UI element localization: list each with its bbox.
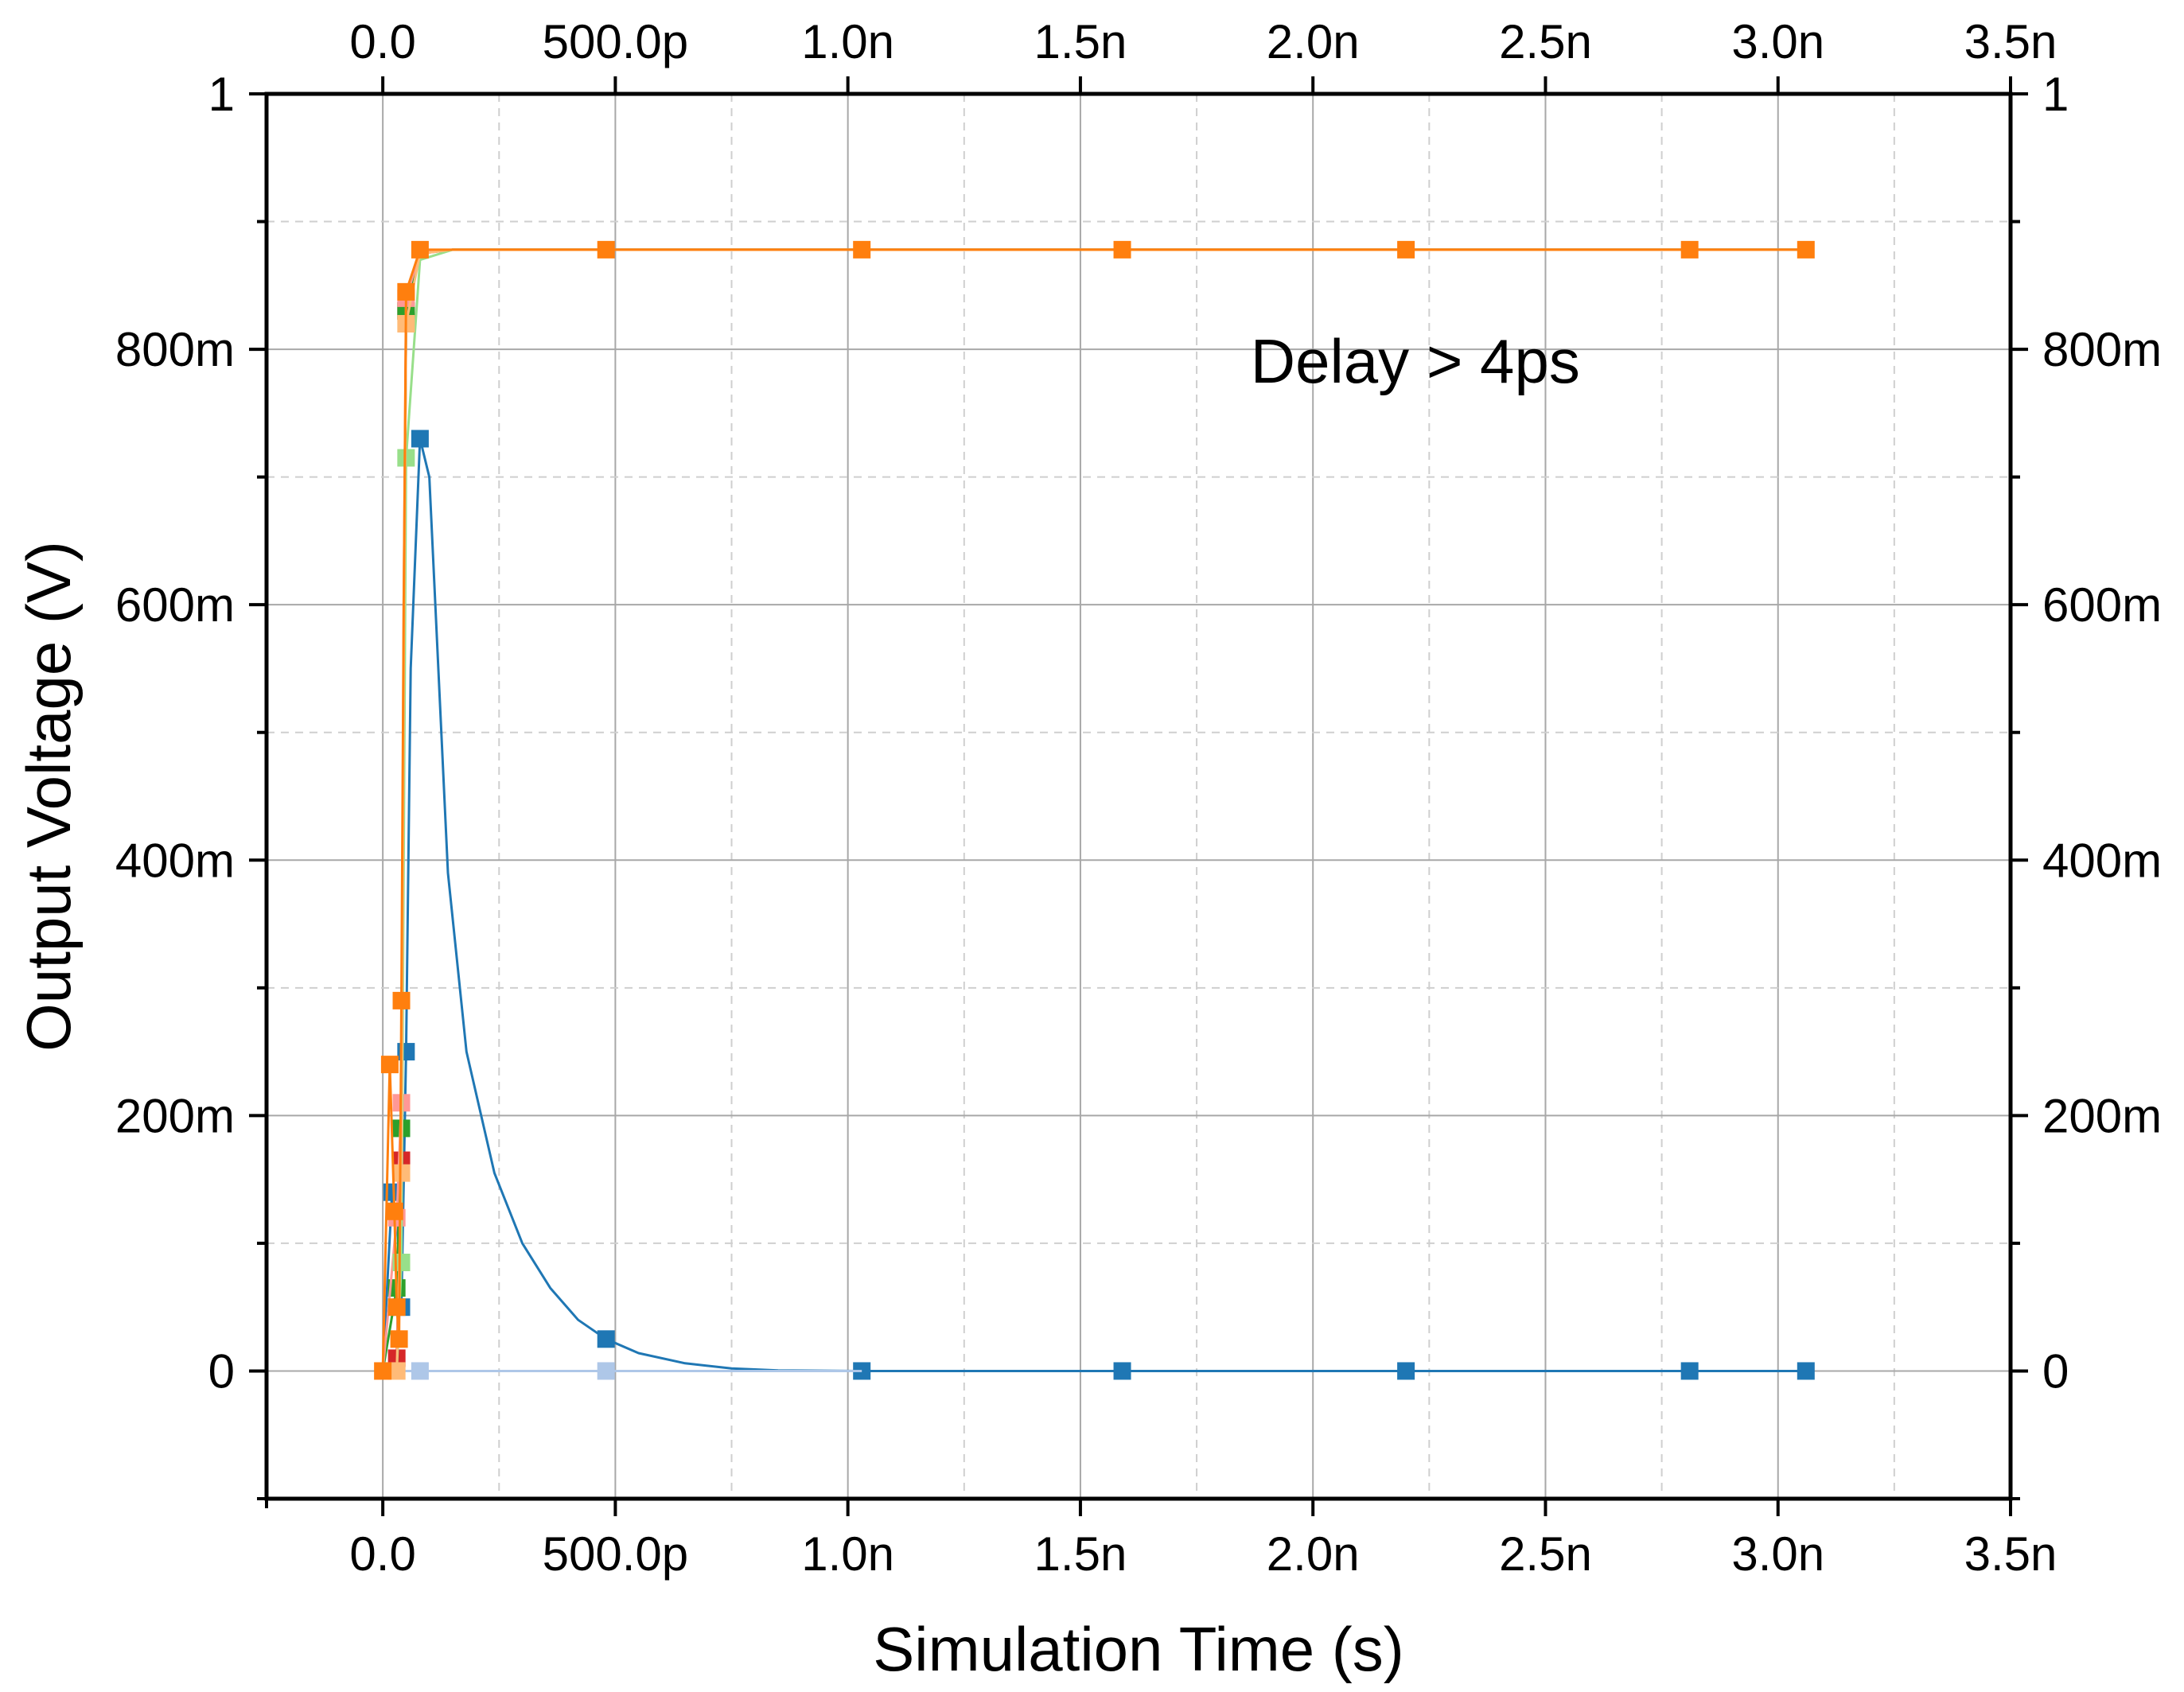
data-point [1113, 240, 1131, 259]
series-0 [381, 430, 1815, 1380]
x-tick-label-bottom: 0.0 [349, 1527, 415, 1581]
x-tick-label-top: 1.0n [801, 15, 894, 68]
data-point [1680, 1362, 1699, 1380]
data-point [1113, 1362, 1131, 1380]
data-point [392, 1253, 411, 1271]
data-point [1680, 240, 1699, 259]
series-line [382, 248, 1806, 1372]
y-tick-label-left: 400m [115, 834, 235, 887]
x-tick-label-bottom: 1.5n [1034, 1527, 1127, 1581]
plot-frame [264, 91, 2013, 1501]
y-tick-label-right: 800m [2042, 323, 2162, 376]
x-tick-label-bottom: 2.5n [1499, 1527, 1592, 1581]
axis-ticks [249, 76, 2028, 1516]
data-point [411, 430, 429, 448]
y-tick-label-right: 600m [2042, 578, 2162, 632]
series-line [381, 248, 1806, 1371]
data-point [1397, 1362, 1415, 1380]
series-line [381, 438, 1806, 1372]
data-point [853, 1362, 871, 1380]
data-point [597, 1330, 615, 1348]
x-tick-label-top: 2.5n [1499, 15, 1592, 68]
x-tick-label-bottom: 1.0n [801, 1527, 894, 1581]
y-tick-label-left: 200m [115, 1089, 235, 1142]
y-axis-title: Output Voltage (V) [14, 541, 84, 1052]
series-layer [374, 240, 1815, 1380]
series-line [381, 248, 1806, 1371]
x-tick-label-bottom: 3.5n [1964, 1527, 2057, 1581]
delay-annotation: Delay > 4ps [1251, 326, 1580, 396]
data-point [397, 282, 415, 301]
data-point [411, 240, 429, 259]
x-tick-label-top: 3.5n [1964, 15, 2057, 68]
data-point [390, 1330, 408, 1348]
y-tick-label-left: 800m [115, 323, 235, 376]
series-3 [381, 248, 1806, 1371]
x-axis-title: Simulation Time (s) [873, 1614, 1404, 1684]
data-point [1797, 240, 1815, 259]
y-tick-label-right: 200m [2042, 1089, 2162, 1142]
x-tick-label-bottom: 3.0n [1731, 1527, 1824, 1581]
series-1 [383, 1362, 862, 1380]
y-tick-label-left: 1 [208, 68, 235, 121]
x-tick-label-top: 2.0n [1267, 15, 1360, 68]
series-5 [383, 248, 1806, 1372]
data-point [385, 1202, 403, 1220]
data-point [411, 1362, 429, 1380]
data-point [392, 991, 411, 1009]
x-tick-label-top: 1.5n [1034, 15, 1127, 68]
series-line [381, 248, 1806, 1371]
x-tick-label-top: 500.0p [543, 15, 689, 68]
series-6 [383, 248, 1806, 1380]
y-tick-label-left: 600m [115, 578, 235, 632]
y-tick-label-right: 1 [2042, 68, 2069, 121]
series-line [383, 248, 1806, 1372]
y-tick-label-right: 0 [2042, 1344, 2069, 1398]
x-tick-label-top: 3.0n [1731, 15, 1824, 68]
data-point [853, 240, 871, 259]
x-tick-label-bottom: 2.0n [1267, 1527, 1360, 1581]
data-point [597, 1362, 615, 1380]
series-4 [381, 248, 1806, 1371]
x-tick-label-top: 0.0 [349, 15, 415, 68]
y-tick-label-right: 400m [2042, 834, 2162, 887]
data-point [387, 1298, 406, 1317]
tick-labels: 0.0 0.0 500.0p 500.0p 1.0n 1.0n 1.5n 1.5n 2.0n 2.… [115, 15, 2162, 1581]
data-point [374, 1362, 392, 1380]
series-line [383, 248, 1806, 1372]
series-2 [382, 248, 1806, 1372]
series-7 [374, 240, 1815, 1380]
data-point [1797, 1362, 1815, 1380]
data-point [597, 240, 615, 259]
data-point [387, 1362, 406, 1380]
data-point [380, 1056, 399, 1074]
data-point [1397, 240, 1415, 259]
grid [267, 94, 2011, 1499]
y-tick-label-left: 0 [208, 1344, 235, 1398]
x-tick-label-bottom: 500.0p [543, 1527, 689, 1581]
